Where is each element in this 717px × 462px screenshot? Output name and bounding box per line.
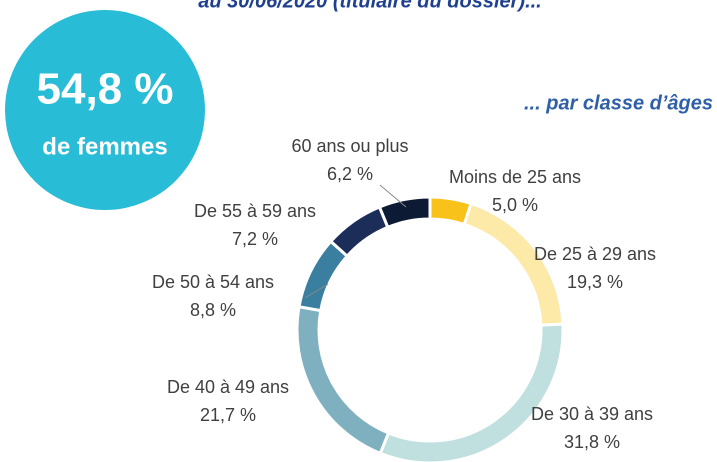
- value-label: 5,0 %: [492, 195, 538, 215]
- value-label: 31,8 %: [564, 432, 620, 452]
- leader-line: [304, 283, 329, 299]
- segment-label: De 30 à 39 ans: [531, 404, 653, 424]
- chart-title: au 30/06/2020 (titulaire du dossier)...: [198, 0, 541, 12]
- highlight-label: de femmes: [42, 133, 167, 160]
- leader-line: [379, 184, 407, 208]
- donut-segment: [378, 322, 565, 462]
- donut-segment: [377, 195, 432, 230]
- value-label: 19,3 %: [567, 272, 623, 292]
- segment-label: De 40 à 49 ans: [167, 377, 289, 397]
- highlight-value: 54,8 %: [37, 65, 174, 114]
- value-label: 21,7 %: [200, 405, 256, 425]
- segment-label: De 50 à 54 ans: [152, 272, 274, 292]
- segment-label: 60 ans ou plus: [291, 136, 408, 156]
- segment-label: Moins de 25 ans: [449, 167, 581, 187]
- value-label: 7,2 %: [232, 229, 278, 249]
- segment-label: De 55 à 59 ans: [194, 201, 316, 221]
- donut-segment: [295, 304, 391, 456]
- donut-segment: [297, 239, 350, 313]
- donut-segment: [328, 205, 390, 259]
- donut-segment: [462, 201, 565, 327]
- segment-label: De 25 à 29 ans: [534, 244, 656, 264]
- highlight-circle: [5, 10, 205, 210]
- value-label: 8,8 %: [190, 300, 236, 320]
- value-label: 6,2 %: [327, 164, 373, 184]
- chart-subtitle: ... par classe d’âges: [524, 92, 713, 114]
